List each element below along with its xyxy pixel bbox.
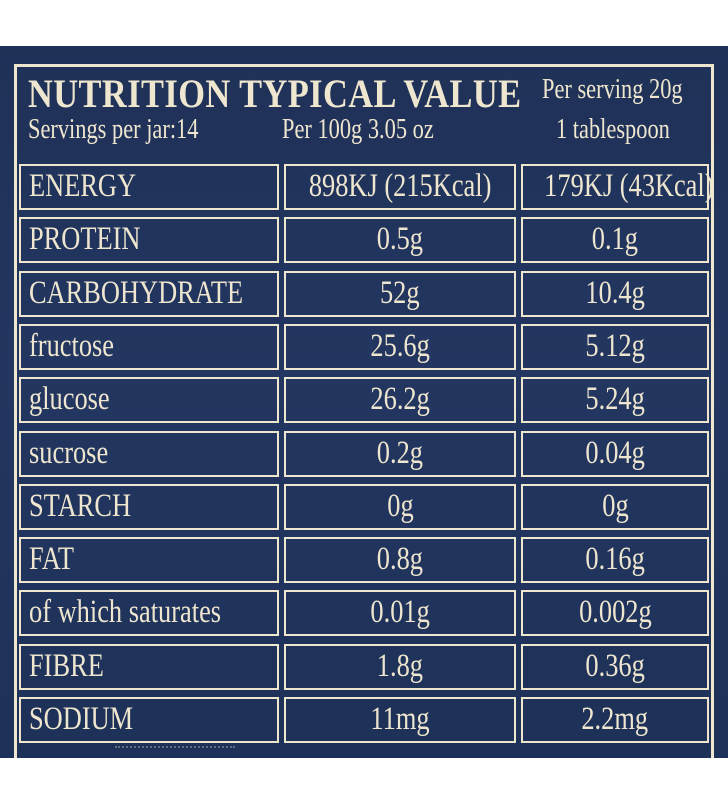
per-100g-value: 52g — [380, 274, 420, 311]
per-100g-value: 1.8g — [376, 647, 424, 684]
per-serving-value: 10.4g — [585, 274, 645, 311]
table-row: CARBOHYDRATE 52g 10.4g — [14, 270, 714, 324]
table-row: STARCH 0g 0g — [14, 483, 714, 537]
per-serving-value: 179KJ (43Kcal) — [544, 168, 714, 204]
per-100g-value: 0.01g — [370, 594, 430, 631]
tablespoon-heading: 1 tablespoon — [556, 114, 670, 145]
nutrient-name-cell: sucrose — [19, 430, 279, 477]
nutrient-name-cell: FAT — [19, 537, 279, 584]
per-100g-value: 26.2g — [370, 381, 430, 418]
nutrient-name: SODIUM — [29, 701, 134, 737]
per-serving-value: 0.16g — [585, 541, 645, 578]
per-100g-cell: 0.2g — [284, 430, 516, 477]
per-100g-cell: 898KJ (215Kcal) — [284, 164, 516, 210]
per-100g-value: 0.2g — [376, 434, 424, 471]
per-serving-cell: 0.002g — [521, 590, 709, 637]
per-serving-cell: 0.36g — [521, 643, 709, 690]
per-serving-value: 2.2mg — [581, 701, 649, 737]
nutrient-name-cell: ENERGY — [19, 164, 279, 210]
nutrient-name: glucose — [29, 381, 110, 418]
nutrient-name: sucrose — [29, 434, 109, 471]
table-row: of which saturates 0.01g 0.002g — [14, 590, 714, 643]
nutrient-name-cell: PROTEIN — [19, 217, 279, 264]
per-serving-cell: 5.12g — [521, 323, 709, 370]
per-100g-value: 25.6g — [370, 327, 430, 364]
table-row: SODIUM 11mg 2.2mg — [14, 697, 714, 750]
per-serving-cell: 0g — [521, 483, 709, 530]
per-serving-cell: 2.2mg — [521, 697, 709, 743]
per-serving-cell: 0.16g — [521, 537, 709, 584]
nutrient-name-cell: STARCH — [19, 483, 279, 530]
nutrient-name: PROTEIN — [29, 221, 141, 258]
per-100g-cell: 52g — [284, 270, 516, 317]
nutrient-name: of which saturates — [29, 594, 222, 631]
nutrient-name: ENERGY — [29, 168, 137, 204]
table-row: sucrose 0.2g 0.04g — [14, 430, 714, 484]
table-row: FIBRE 1.8g 0.36g — [14, 643, 714, 697]
per-100g-value: 0g — [386, 487, 414, 524]
per-serving-heading: Per serving 20g — [542, 74, 683, 105]
label-frame — [14, 64, 714, 758]
per-serving-value: 0.1g — [591, 221, 639, 258]
table-row: ENERGY 898KJ (215Kcal) 179KJ (43Kcal) — [14, 164, 714, 217]
nutrient-name-cell: of which saturates — [19, 590, 279, 637]
per-serving-cell: 10.4g — [521, 270, 709, 317]
per-100g-value: 11mg — [370, 701, 430, 737]
per-serving-value: 0.002g — [578, 594, 652, 631]
per-100g-cell: 0g — [284, 483, 516, 530]
per-100g-cell: 25.6g — [284, 323, 516, 370]
nutrient-name: CARBOHYDRATE — [29, 274, 244, 311]
table-row: PROTEIN 0.5g 0.1g — [14, 217, 714, 270]
per-serving-cell: 0.04g — [521, 430, 709, 477]
nutrient-name-cell: fructose — [19, 323, 279, 370]
per-100g-value: 0.5g — [376, 221, 424, 258]
nutrient-name: STARCH — [29, 487, 132, 524]
per-100g-heading: Per 100g 3.05 oz — [282, 114, 434, 145]
per-100g-value: 898KJ (215Kcal) — [308, 168, 492, 204]
servings-per-jar: Servings per jar:14 — [28, 114, 199, 145]
nutrient-name-cell: SODIUM — [19, 697, 279, 743]
table-row: glucose 26.2g 5.24g — [14, 377, 714, 430]
per-100g-value: 0.8g — [376, 541, 424, 578]
per-serving-value: 5.12g — [585, 327, 645, 364]
per-100g-cell: 26.2g — [284, 377, 516, 424]
per-serving-cell: 0.1g — [521, 217, 709, 264]
table-row: fructose 25.6g 5.12g — [14, 323, 714, 377]
nutrient-name-cell: FIBRE — [19, 643, 279, 690]
nutrition-title: NUTRITION TYPICAL VALUE — [28, 71, 522, 116]
per-100g-cell: 11mg — [284, 697, 516, 743]
nutrition-label: NUTRITION TYPICAL VALUE Per serving 20g … — [0, 46, 728, 758]
per-serving-value: 0g — [601, 487, 629, 524]
nutrition-table: ENERGY 898KJ (215Kcal) 179KJ (43Kcal) PR… — [0, 46, 728, 758]
per-100g-cell: 0.01g — [284, 590, 516, 637]
per-100g-cell: 0.8g — [284, 537, 516, 584]
per-serving-value: 0.04g — [585, 434, 645, 471]
nutrient-name-cell: glucose — [19, 377, 279, 424]
per-serving-value: 0.36g — [585, 647, 645, 684]
nutrient-name: FIBRE — [29, 647, 104, 684]
nutrient-name-cell: CARBOHYDRATE — [19, 270, 279, 317]
nutrient-name: FAT — [29, 541, 74, 578]
table-row: FAT 0.8g 0.16g — [14, 537, 714, 590]
per-100g-cell: 0.5g — [284, 217, 516, 264]
per-100g-cell: 1.8g — [284, 643, 516, 690]
per-serving-cell: 5.24g — [521, 377, 709, 424]
cut-off-footer-text — [115, 746, 235, 758]
nutrient-name: fructose — [29, 327, 115, 364]
per-serving-cell: 179KJ (43Kcal) — [521, 164, 714, 210]
per-serving-value: 5.24g — [585, 381, 645, 418]
